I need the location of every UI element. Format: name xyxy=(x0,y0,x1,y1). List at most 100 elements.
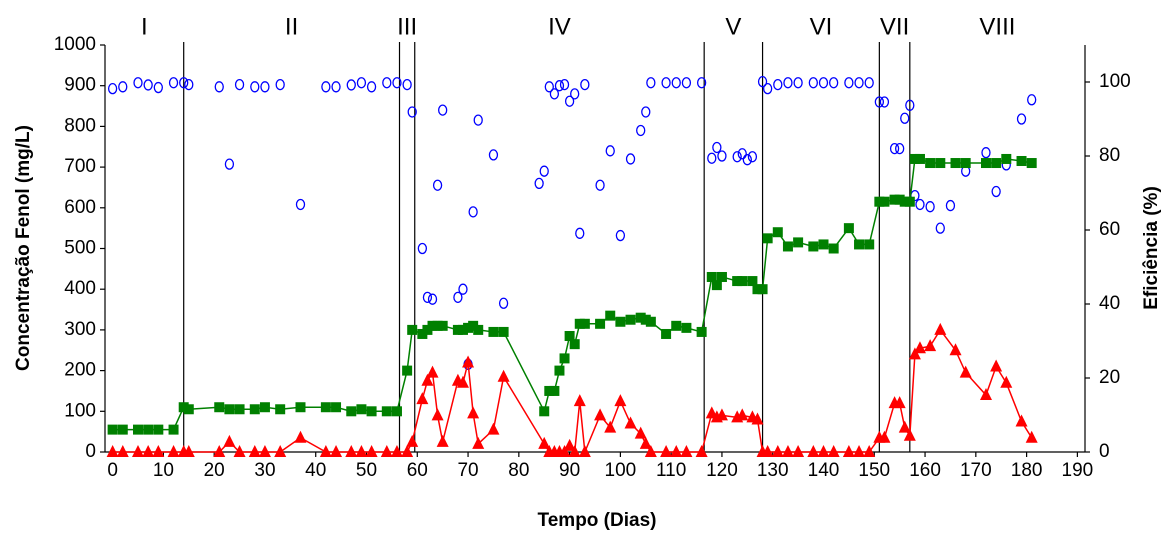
y-axis-label: Concentração Fenol (mg/L) xyxy=(13,125,34,371)
data-point xyxy=(696,326,707,337)
data-point xyxy=(426,365,439,378)
data-point xyxy=(695,445,708,457)
data-point xyxy=(549,385,560,396)
y-tick-label: 700 xyxy=(64,156,96,177)
data-point xyxy=(564,331,575,342)
data-point xyxy=(391,406,402,417)
data-point xyxy=(761,445,774,457)
y-tick-label: 500 xyxy=(64,238,96,259)
data-point xyxy=(893,396,906,409)
data-point xyxy=(935,222,945,234)
data-point xyxy=(421,373,434,386)
data-point xyxy=(402,365,413,376)
data-point xyxy=(538,436,551,449)
data-point xyxy=(436,434,449,447)
data-point xyxy=(365,445,378,457)
data-point xyxy=(472,436,485,449)
data-point xyxy=(895,142,905,155)
data-point xyxy=(330,445,343,457)
data-point xyxy=(707,152,717,164)
data-point xyxy=(639,436,652,449)
data-point xyxy=(793,237,804,248)
data-point xyxy=(356,404,367,415)
x-tick-label: 180 xyxy=(1011,460,1043,481)
data-point xyxy=(1000,375,1013,388)
data-point xyxy=(331,81,341,93)
phase-label: II xyxy=(285,13,298,40)
data-point xyxy=(260,81,270,93)
data-point xyxy=(427,293,438,305)
data-point xyxy=(762,83,773,95)
y-tick-label: 900 xyxy=(64,75,96,96)
data-point xyxy=(828,243,839,254)
data-point xyxy=(462,355,475,368)
y2-tick-label: 60 xyxy=(1099,219,1120,240)
data-point xyxy=(781,445,794,457)
data-point xyxy=(644,445,657,457)
phase-label: IV xyxy=(548,13,571,40)
x-tick-label: 60 xyxy=(407,460,428,481)
data-point xyxy=(559,78,570,91)
data-point xyxy=(432,179,443,191)
data-point xyxy=(925,158,936,169)
data-point xyxy=(568,445,581,457)
y-tick-label: 400 xyxy=(64,278,96,299)
data-point xyxy=(320,402,331,413)
data-point xyxy=(275,404,286,415)
data-point xyxy=(234,404,245,415)
data-point xyxy=(274,445,287,457)
data-point xyxy=(213,445,226,457)
data-point xyxy=(345,445,358,457)
data-point xyxy=(771,445,784,457)
data-point xyxy=(757,75,768,88)
data-point xyxy=(792,445,805,457)
data-point xyxy=(625,314,636,325)
data-point xyxy=(1016,155,1027,166)
data-point xyxy=(107,424,118,435)
phase-label: VI xyxy=(810,13,833,40)
data-point xyxy=(715,408,728,421)
data-point xyxy=(925,201,935,213)
data-point xyxy=(646,77,656,89)
data-point xyxy=(248,445,261,457)
data-point xyxy=(331,402,342,413)
data-point xyxy=(595,318,606,329)
data-point xyxy=(900,112,910,124)
data-point xyxy=(570,88,580,100)
data-point xyxy=(829,77,839,89)
data-point xyxy=(249,404,260,415)
data-point xyxy=(773,78,783,91)
x-tick-label: 20 xyxy=(204,460,225,481)
data-point xyxy=(549,88,560,100)
data-point xyxy=(143,79,153,91)
data-point xyxy=(1027,94,1037,106)
data-point xyxy=(224,158,235,170)
data-point xyxy=(234,78,245,91)
data-point xyxy=(935,158,946,169)
data-point xyxy=(554,80,565,92)
x-tick-label: 100 xyxy=(605,460,637,481)
data-point xyxy=(990,359,1003,372)
data-point xyxy=(380,445,393,457)
data-point xyxy=(214,402,225,413)
data-point xyxy=(712,141,722,154)
data-point xyxy=(742,154,752,166)
data-point xyxy=(432,320,443,331)
data-point xyxy=(422,291,433,303)
data-point xyxy=(757,284,768,295)
data-point xyxy=(818,239,829,250)
data-point xyxy=(981,147,991,159)
x-tick-label: 70 xyxy=(457,460,478,481)
data-point xyxy=(417,242,428,255)
data-point xyxy=(559,353,570,364)
data-point xyxy=(980,158,991,169)
x-tick-label: 0 xyxy=(107,460,118,481)
data-point xyxy=(864,239,875,250)
data-point xyxy=(295,402,306,413)
data-point xyxy=(453,291,463,303)
data-point xyxy=(717,150,727,162)
data-point xyxy=(294,430,307,443)
data-point xyxy=(457,324,468,335)
data-point xyxy=(132,445,145,457)
data-point xyxy=(889,142,900,155)
